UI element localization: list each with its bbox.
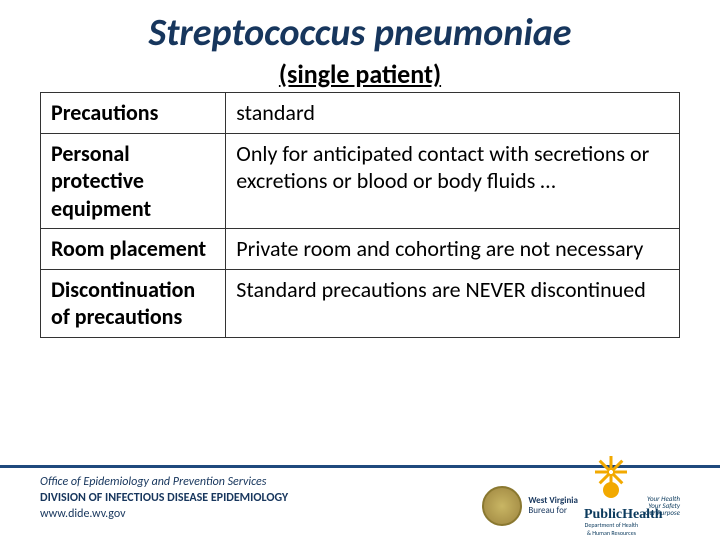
footer-office: Office of Epidemiology and Prevention Se… (40, 474, 288, 490)
tagline-3: Our Purpose (645, 509, 680, 516)
table-row: Personal protective equipment Only for a… (41, 133, 680, 229)
logo-tagline: Your Health Your Safety Our Purpose (645, 495, 680, 516)
row-label: Personal protective equipment (41, 133, 226, 229)
table-row: Precautions standard (41, 93, 680, 134)
footer-url: www.dide.wv.gov (40, 506, 288, 522)
row-label: Room placement (41, 229, 226, 270)
logo-area: West Virginia Bureau for PublicHealth De… (482, 474, 680, 537)
logo-text-block: West Virginia Bureau for (528, 496, 578, 516)
row-value: Only for anticipated contact with secret… (226, 133, 680, 229)
public-health-label: PublicHealth (584, 508, 639, 521)
row-label: Discontinuation of precautions (41, 269, 226, 337)
precautions-table: Precautions standard Personal protective… (40, 92, 680, 338)
row-value: standard (226, 93, 680, 134)
sun-icon (595, 474, 627, 506)
public-health-logo: PublicHealth Department of Health & Huma… (584, 474, 639, 537)
state-seal-icon (482, 486, 522, 526)
footer-division: DIVISION OF INFECTIOUS DISEASE EPIDEMIOL… (40, 490, 288, 506)
row-label: Precautions (41, 93, 226, 134)
slide-title: Streptococcus pneumoniae (40, 10, 680, 56)
slide-footer: Office of Epidemiology and Prevention Se… (0, 465, 720, 540)
slide-subtitle: (single patient) (40, 58, 680, 90)
dept-label: Department of Health & Human Resources (584, 521, 639, 537)
footer-text: Office of Epidemiology and Prevention Se… (40, 474, 288, 523)
row-value: Private room and cohorting are not neces… (226, 229, 680, 270)
table-row: Room placement Private room and cohortin… (41, 229, 680, 270)
logo-bureau: Bureau for (528, 506, 578, 516)
table-row: Discontinuation of precautions Standard … (41, 269, 680, 337)
row-value: Standard precautions are NEVER discontin… (226, 269, 680, 337)
